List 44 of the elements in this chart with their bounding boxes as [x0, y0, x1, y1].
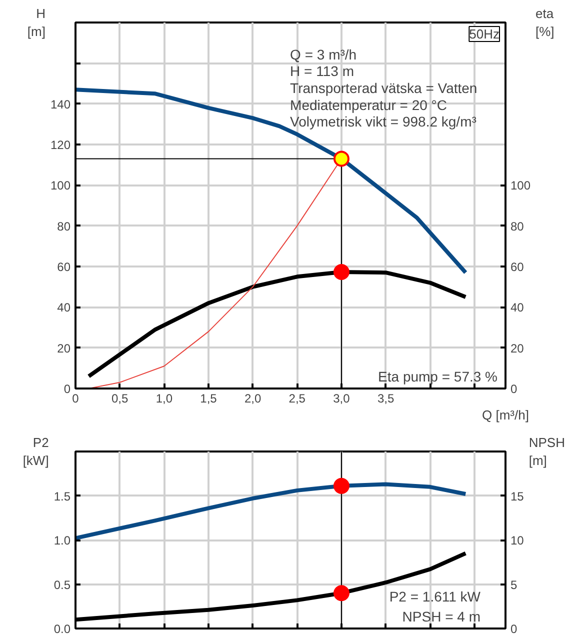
y2-axis-title: NPSH [m]: [528, 435, 565, 468]
chart-title: 50Hz: [469, 26, 500, 42]
y-tick-label: 1.5: [54, 489, 71, 504]
x-tick-label: 3,5: [377, 392, 394, 406]
y-tick-label: 60: [57, 260, 71, 274]
y2-tick-label: 80: [510, 219, 524, 234]
x-tick-label: 1,5: [200, 392, 218, 406]
y-tick-label: 0.5: [54, 578, 71, 592]
y-axis-title: P2 [kW]: [22, 435, 49, 468]
y-tick-label: 80: [57, 219, 71, 234]
y-axis-title: H [m]: [27, 6, 46, 39]
y2-tick-label: 15: [510, 489, 524, 504]
x-tick-label: 2,5: [288, 392, 306, 406]
annotation: P2 = 1.611 kW: [389, 588, 482, 604]
y-tick-label: 0: [64, 382, 71, 396]
y-tick-label: 120: [50, 138, 71, 152]
y2-tick-label: 60: [510, 260, 524, 274]
y2-tick-label: 100: [510, 178, 531, 193]
y2-tick-label: 0: [510, 382, 518, 396]
y2-tick-label: 10: [510, 534, 524, 548]
y-tick-label: 0.0: [54, 622, 71, 636]
x-tick-label: 3,0: [333, 392, 350, 406]
y-tick-label: 1.0: [54, 534, 71, 548]
annotation: H = 113 m: [290, 63, 354, 80]
y-tick-label: 100: [50, 178, 71, 193]
y-tick-label: 140: [50, 97, 71, 112]
annotation: Mediatemperatur = 20 °C: [290, 96, 448, 113]
y-tick-label: 20: [57, 341, 71, 356]
annotation: NPSH = 4 m: [402, 608, 481, 624]
y2-tick-label: 5: [510, 578, 518, 592]
annotation: Volymetrisk vikt = 998.2 kg/m³: [290, 114, 477, 130]
x-tick-label: 1,0: [156, 392, 173, 406]
y2-axis-title: eta [%]: [536, 6, 554, 39]
annotation: Eta pump = 57.3 %: [378, 368, 498, 384]
x-tick-label: 0: [72, 392, 80, 406]
x-axis-title: Q [m³/h]: [482, 408, 529, 422]
y2-tick-label: 20: [510, 341, 524, 356]
y2-tick-label: 40: [510, 300, 524, 315]
annotation: Transporterad vätska = Vatten: [290, 80, 478, 96]
y-tick-label: 40: [57, 300, 71, 315]
y2-tick-label: 0: [510, 622, 518, 636]
x-tick-label: 0,5: [111, 392, 128, 406]
x-tick-label: 2,0: [244, 392, 262, 406]
annotation: Q = 3 m³/h: [290, 46, 357, 62]
